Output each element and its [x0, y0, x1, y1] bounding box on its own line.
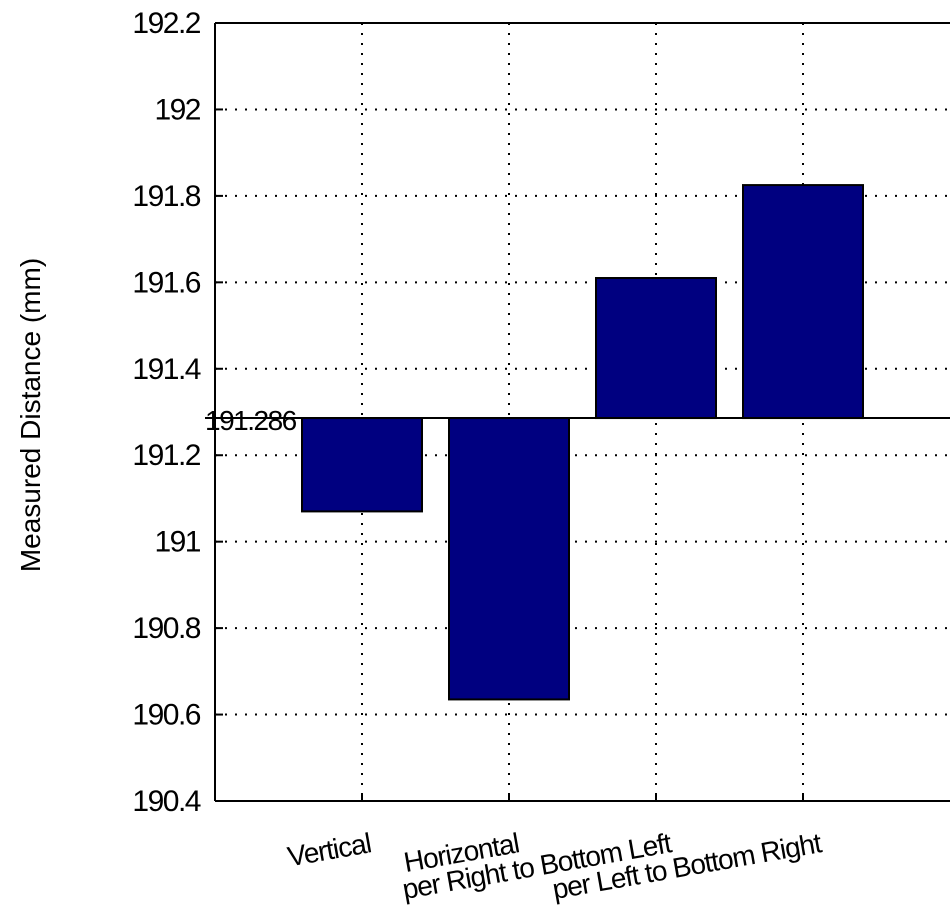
x-category-label: Vertical	[285, 827, 373, 872]
y-tick-label: 190.4	[132, 785, 200, 818]
y-tick-label: 191	[154, 526, 200, 559]
bar	[742, 184, 864, 420]
y-tick-label: 191.8	[132, 180, 200, 213]
baseline-label: 191.286	[205, 405, 297, 436]
y-tick-label: 192.2	[132, 7, 200, 40]
bar	[448, 417, 570, 701]
bar-layer	[301, 184, 864, 701]
y-tick-label: 192	[154, 93, 200, 126]
y-tick-label: 191.2	[132, 439, 200, 472]
y-tick-label: 190.8	[132, 612, 200, 645]
y-tick-label: 191.4	[132, 353, 200, 386]
bar	[301, 417, 423, 513]
y-tick-label: 190.6	[132, 699, 200, 732]
axis-layer	[205, 22, 950, 802]
y-tick-label: 191.6	[132, 266, 200, 299]
y-axis-title: Measured Distance (mm)	[15, 258, 46, 572]
bar	[595, 277, 717, 420]
